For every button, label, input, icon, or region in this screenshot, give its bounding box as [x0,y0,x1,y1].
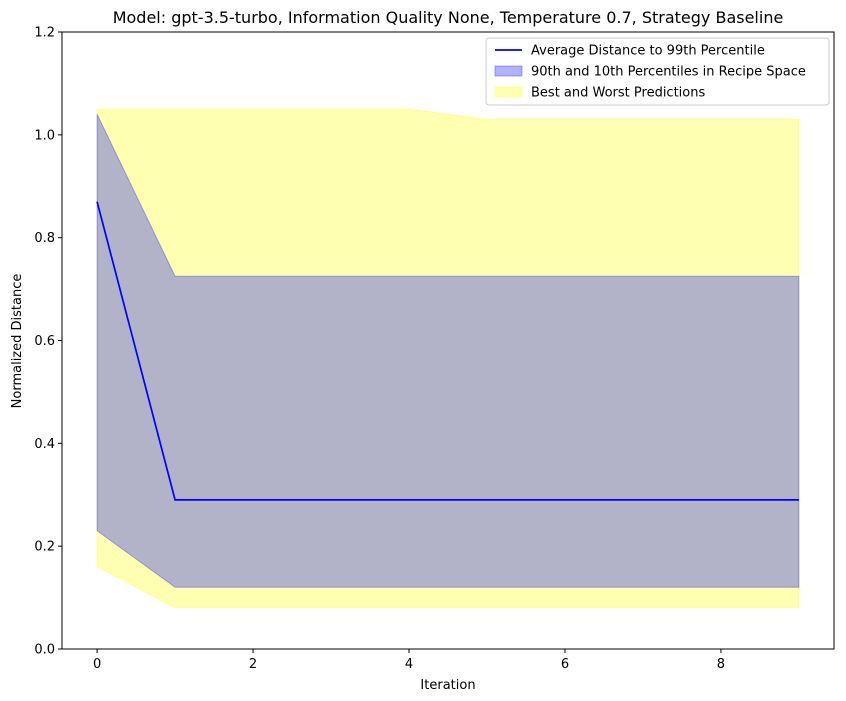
y-tick-label: 1.0 [34,128,55,143]
x-tick-label: 8 [717,657,725,672]
legend-swatch-band [494,65,523,77]
series-line-average-distance [96,201,799,501]
y-axis-label: Normalized Distance [10,274,25,409]
x-axis-label: Iteration [420,678,475,693]
y-tick-label: 0.2 [34,540,55,555]
band-percentiles [96,114,800,588]
legend-label: 90th and 10th Percentiles in Recipe Spac… [531,65,806,80]
plot-area: 0 2 4 6 8 0.0 0.2 0.4 0.6 0.8 1.0 1.2 [34,26,835,672]
y-tick-label: 1.2 [34,26,55,41]
x-tick-label: 2 [249,657,257,672]
x-tick-label: 6 [561,657,569,672]
y-tick-label: 0.4 [34,437,55,452]
x-tick-label: 4 [405,657,413,672]
legend-swatch-band [494,86,523,98]
legend-label: Average Distance to 99th Percentile [531,44,765,59]
y-tick-label: 0.0 [34,643,55,658]
legend-label: Best and Worst Predictions [531,86,705,101]
legend: Average Distance to 99th Percentile 90th … [485,37,830,106]
chart-title: Model: gpt-3.5-turbo, Information Qualit… [113,8,784,27]
y-tick-label: 0.8 [34,231,55,246]
y-tick-label: 0.6 [34,334,55,349]
band-best-worst [96,108,800,609]
legend-box [485,37,830,106]
x-tick-label: 0 [93,657,101,672]
